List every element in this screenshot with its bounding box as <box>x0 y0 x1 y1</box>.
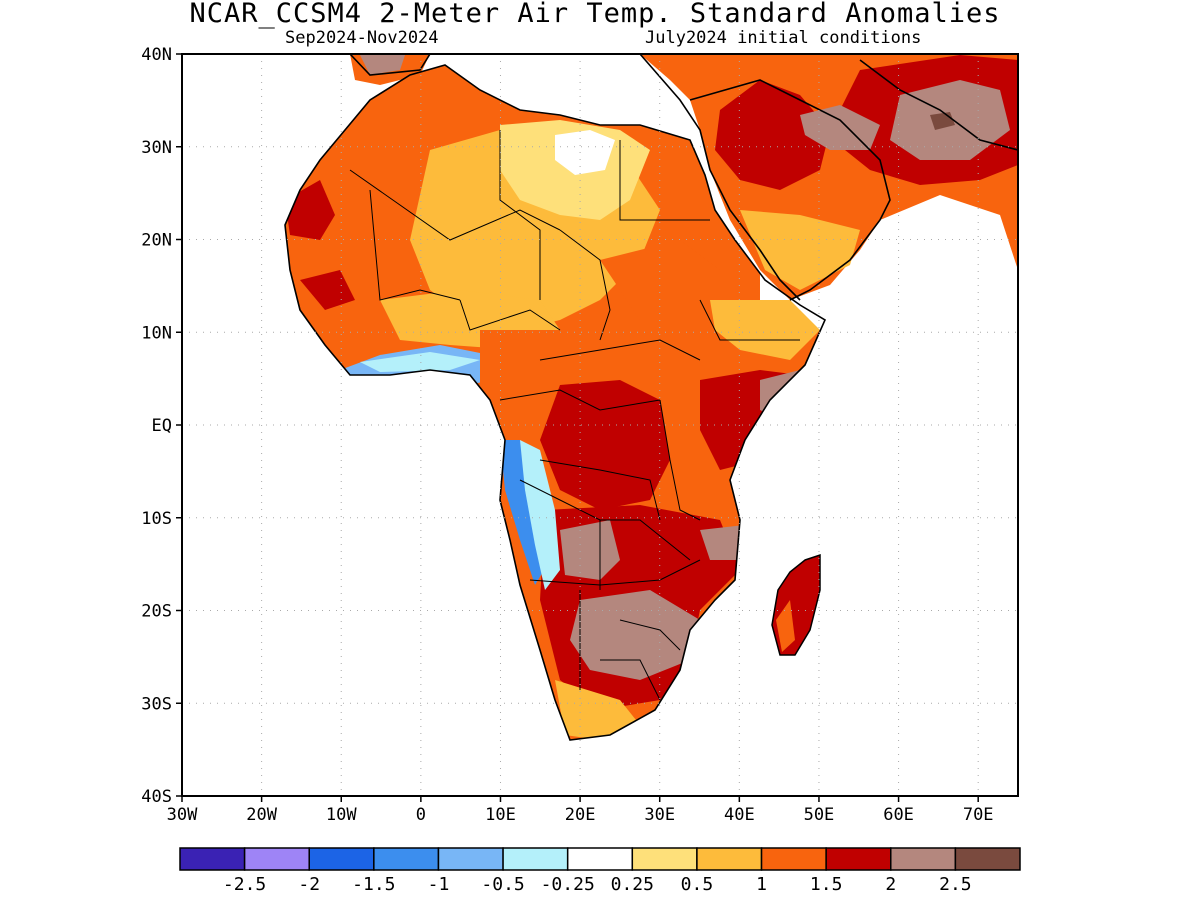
lon-tick-label: 20E <box>565 805 596 825</box>
colorbar-swatch <box>437 847 504 871</box>
madagascar-orange-coast <box>776 600 795 652</box>
mozambique-brown <box>700 525 745 560</box>
lat-tick-label: 20S <box>141 602 172 622</box>
lon-tick-label: 50E <box>804 805 835 825</box>
colorbar-label: 2.5 <box>939 874 972 895</box>
initial-conditions-label: July2024 initial conditions <box>645 28 922 48</box>
colorbar-label: -1 <box>428 874 450 895</box>
lat-tick-label: 30N <box>141 138 172 158</box>
lon-tick-label: 70E <box>963 805 994 825</box>
grid-lines <box>182 54 1018 796</box>
south-coast-yellow <box>555 680 640 740</box>
colorbar-swatch <box>696 847 763 871</box>
lon-tick-label: 60E <box>883 805 914 825</box>
colorbar-swatch <box>760 847 827 871</box>
lon-tick-label: 20W <box>246 805 277 825</box>
colorbar-label: 0.5 <box>681 874 714 895</box>
colorbar: -2.5 -2 -1.5 -1 -0.5 -0.25 0.25 0.5 1 1.5 2 2.5 <box>179 847 1021 895</box>
east-sahel-orange <box>600 240 740 330</box>
colorbar-label: -1.5 <box>352 874 395 895</box>
spain-brown-spot <box>360 55 405 75</box>
lon-tick-label: 30W <box>167 805 198 825</box>
colorbar-label: 0.25 <box>611 874 654 895</box>
arabia-hot-region <box>715 80 830 190</box>
colorbar-swatch <box>631 847 698 871</box>
lat-tick-label: 40S <box>141 787 172 807</box>
lon-tick-label: 10E <box>485 805 516 825</box>
colorbar-label: -0.5 <box>481 874 524 895</box>
lat-tick-label: 30S <box>141 694 172 714</box>
colorbar-label: -0.25 <box>541 874 595 895</box>
lat-tick-label: 40N <box>141 45 172 65</box>
arabia-south-region <box>740 210 860 290</box>
coastlines <box>284 54 1018 741</box>
colorbar-swatch <box>566 847 634 871</box>
colorbar-label: 1.5 <box>810 874 843 895</box>
lat-tick-label: 20N <box>141 231 172 251</box>
colorbar-swatch <box>308 847 375 871</box>
lat-tick-label: 10S <box>141 509 172 529</box>
lat-tick-label: 10N <box>141 323 172 343</box>
lon-tick-label: 30E <box>644 805 675 825</box>
southern-africa-brown-2 <box>570 590 700 680</box>
lon-tick-label: 40E <box>724 805 755 825</box>
colorbar-swatch <box>825 847 892 871</box>
horn-africa-yellow <box>710 300 820 360</box>
forecast-period: Sep2024-Nov2024 <box>285 28 439 48</box>
colorbar-swatch <box>890 847 957 871</box>
colorbar-swatch <box>373 847 440 871</box>
colorbar-label: -2.5 <box>223 874 266 895</box>
lon-tick-label: 0 <box>416 805 426 825</box>
lat-tick-label: EQ <box>152 416 172 436</box>
southern-africa-brown-1 <box>560 520 620 580</box>
gulf-guinea-white-band <box>360 352 480 372</box>
colorbar-label: -2 <box>298 874 320 895</box>
colorbar-label: 2 <box>885 874 896 895</box>
colorbar-label: 1 <box>756 874 767 895</box>
iraq-brown-region <box>800 105 880 150</box>
country-borders <box>349 130 800 701</box>
colorbar-swatch <box>179 847 246 871</box>
map-title: NCAR_CCSM4 2-Meter Air Temp. Standard An… <box>189 0 1001 29</box>
lon-tick-label: 10W <box>326 805 357 825</box>
namibia-coast-light <box>520 440 560 590</box>
libya-white-region <box>555 130 615 175</box>
colorbar-swatch <box>502 847 569 871</box>
colorbar-swatch <box>243 847 310 871</box>
colorbar-swatch <box>954 847 1021 871</box>
